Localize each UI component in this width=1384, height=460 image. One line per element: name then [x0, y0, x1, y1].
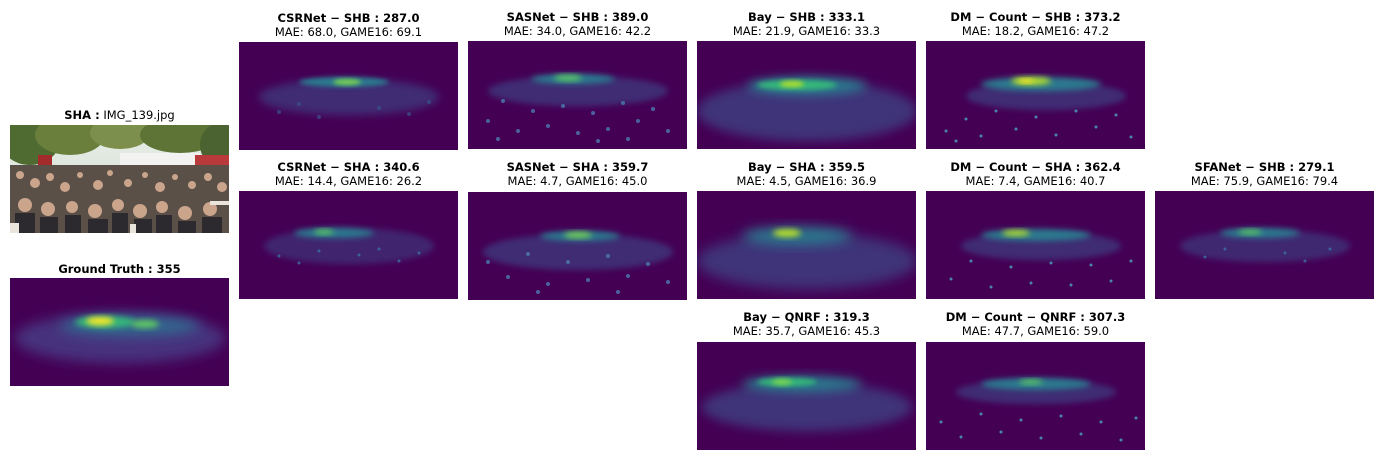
panel-dmcount-qnrf: DM − Count − QNRF : 307.3 MAE: 47.7, GAM… — [926, 310, 1145, 338]
panel-dmcount-sha: DM − Count − SHA : 362.4 MAE: 7.4, GAME1… — [926, 160, 1145, 188]
panel-bay-sha: Bay − SHA : 359.5 MAE: 4.5, GAME16: 36.9 — [697, 160, 916, 188]
panel-title: DM − Count − SHA : 362.4 — [950, 160, 1121, 174]
panel-sasnet-shb: SASNet − SHB : 389.0 MAE: 34.0, GAME16: … — [468, 10, 687, 38]
density-map-sasnet-shb — [468, 41, 687, 149]
panel-dmcount-shb: DM − Count − SHB : 373.2 MAE: 18.2, GAME… — [926, 10, 1145, 38]
panel-title: Bay − SHB : 333.1 — [748, 10, 865, 24]
panel-metrics: MAE: 4.7, GAME16: 45.0 — [507, 174, 648, 188]
panel-sasnet-sha: SASNet − SHA : 359.7 MAE: 4.7, GAME16: 4… — [468, 160, 687, 188]
panel-csrnet-sha: CSRNet − SHA : 340.6 MAE: 14.4, GAME16: … — [239, 160, 458, 188]
panel-metrics: MAE: 47.7, GAME16: 59.0 — [961, 324, 1110, 338]
density-map-bay-shb — [697, 41, 916, 149]
density-map-csrnet-shb — [239, 42, 458, 150]
source-image-title: SHA : IMG_139.jpg — [10, 108, 229, 122]
density-map-dmcount-shb — [926, 41, 1145, 149]
panel-metrics: MAE: 21.9, GAME16: 33.3 — [732, 24, 881, 38]
panel-title: DM − Count − QNRF : 307.3 — [945, 310, 1126, 324]
panel-metrics: MAE: 68.0, GAME16: 69.1 — [274, 25, 423, 39]
panel-sfanet-shb: SFANet − SHB : 279.1 MAE: 75.9, GAME16: … — [1155, 160, 1374, 188]
panel-metrics: MAE: 4.5, GAME16: 36.9 — [736, 174, 877, 188]
panel-metrics: MAE: 14.4, GAME16: 26.2 — [274, 174, 423, 188]
density-map-sasnet-sha — [468, 192, 687, 300]
panel-metrics: MAE: 18.2, GAME16: 47.2 — [961, 24, 1110, 38]
image-filename: IMG_139.jpg — [103, 108, 175, 122]
panel-bay-qnrf: Bay − QNRF : 319.3 MAE: 35.7, GAME16: 45… — [697, 310, 916, 338]
density-map-csrnet-sha — [239, 191, 458, 299]
ground-truth-panel: Ground Truth : 355 — [10, 262, 229, 276]
ground-truth-density-map — [10, 278, 229, 386]
density-map-bay-sha — [697, 191, 916, 299]
panel-title: SASNet − SHA : 359.7 — [506, 160, 649, 174]
ground-truth-title: Ground Truth : 355 — [58, 262, 181, 276]
panel-csrnet-shb: CSRNet − SHB : 287.0 MAE: 68.0, GAME16: … — [239, 11, 458, 39]
dataset-label: SHA : — [64, 108, 100, 122]
panel-title: SASNet − SHB : 389.0 — [506, 10, 649, 24]
density-map-bay-qnrf — [697, 342, 916, 450]
panel-title: Bay − SHA : 359.5 — [747, 160, 866, 174]
panel-bay-shb: Bay − SHB : 333.1 MAE: 21.9, GAME16: 33.… — [697, 10, 916, 38]
panel-metrics: MAE: 35.7, GAME16: 45.3 — [732, 324, 881, 338]
source-image-panel: SHA : IMG_139.jpg — [10, 108, 229, 122]
panel-title: SFANet − SHB : 279.1 — [1194, 160, 1335, 174]
panel-title: Bay − QNRF : 319.3 — [743, 310, 870, 324]
panel-title: DM − Count − SHB : 373.2 — [950, 10, 1121, 24]
panel-title: CSRNet − SHB : 287.0 — [277, 11, 420, 25]
density-map-dmcount-qnrf — [926, 342, 1145, 450]
panel-metrics: MAE: 7.4, GAME16: 40.7 — [965, 174, 1106, 188]
density-map-dmcount-sha — [926, 191, 1145, 299]
panel-metrics: MAE: 75.9, GAME16: 79.4 — [1190, 174, 1339, 188]
crowd-photo — [10, 125, 229, 233]
panel-metrics: MAE: 34.0, GAME16: 42.2 — [503, 24, 652, 38]
density-map-sfanet-shb — [1155, 191, 1374, 299]
panel-title: CSRNet − SHA : 340.6 — [277, 160, 420, 174]
